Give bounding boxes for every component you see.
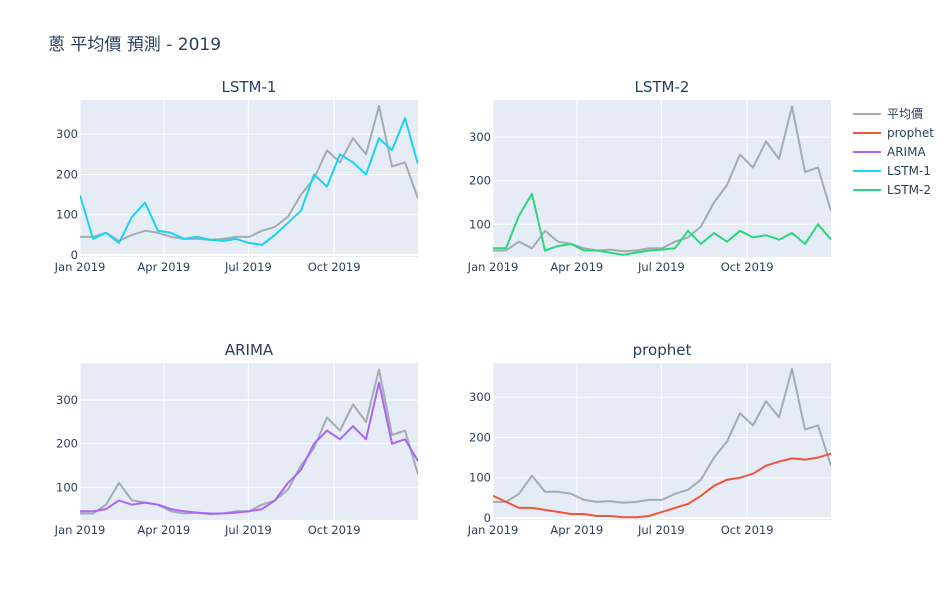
series-line-LSTM-1 — [80, 117, 418, 246]
y-tick-label: 100 — [56, 480, 78, 494]
y-tick-label: 300 — [469, 390, 491, 404]
series-line-平均價 — [80, 105, 418, 242]
subplot-title: ARIMA — [225, 341, 274, 359]
y-tick-label: 0 — [484, 511, 491, 525]
x-tick-label: Oct 2019 — [721, 523, 774, 537]
y-tick-label: 200 — [56, 167, 78, 181]
x-tick-label: Apr 2019 — [550, 260, 603, 274]
x-tick-label: Jul 2019 — [637, 523, 685, 537]
subplots: Jan 2019 Apr 2019 Jul 2019 Oct 2019 0 100 200 3… — [54, 78, 831, 537]
x-tick-label: Oct 2019 — [721, 260, 774, 274]
x-tick-label: Apr 2019 — [550, 523, 603, 537]
subplot-prophet: Jan 2019 Apr 2019 Jul 2019 Oct 2019 0 100 200 3… — [467, 341, 831, 537]
y-tick-label: 300 — [469, 130, 491, 144]
y-tick-label: 100 — [56, 208, 78, 222]
y-tick-label: 300 — [56, 127, 78, 141]
series-line-ARIMA — [80, 381, 418, 515]
x-tick-label: Oct 2019 — [308, 260, 361, 274]
plot-area — [493, 100, 831, 257]
legend-label: ARIMA — [887, 145, 926, 159]
legend-label: LSTM-2 — [887, 183, 931, 197]
legend-item[interactable]: LSTM-2 — [853, 183, 931, 197]
x-tick-label: Jul 2019 — [224, 260, 272, 274]
plot-area — [80, 363, 418, 520]
subplot-title: prophet — [633, 341, 692, 359]
x-tick-label: Jan 2019 — [467, 523, 519, 537]
x-tick-label: Apr 2019 — [137, 260, 190, 274]
plot-area — [493, 363, 831, 520]
series-line-prophet — [493, 452, 831, 519]
x-tick-label: Jul 2019 — [224, 523, 272, 537]
y-tick-label: 100 — [469, 471, 491, 485]
subplot-lstm-2: Jan 2019 Apr 2019 Jul 2019 Oct 2019 100 200 30… — [467, 78, 831, 274]
subplot-title: LSTM-1 — [222, 78, 277, 96]
subplot-arima: Jan 2019 Apr 2019 Jul 2019 Oct 2019 100 200 30… — [54, 341, 418, 537]
legend: 平均價 prophet ARIMA LSTM-1 LSTM-2 — [853, 107, 934, 197]
x-tick-label: Jul 2019 — [637, 260, 685, 274]
legend-label: LSTM-1 — [887, 164, 931, 178]
y-tick-label: 100 — [469, 217, 491, 231]
series-line-LSTM-2 — [493, 192, 831, 256]
x-tick-label: Oct 2019 — [308, 523, 361, 537]
x-tick-label: Apr 2019 — [137, 523, 190, 537]
x-tick-label: Jan 2019 — [54, 523, 106, 537]
plot-area — [80, 100, 418, 257]
subplot-lstm-1: Jan 2019 Apr 2019 Jul 2019 Oct 2019 0 100 200 3… — [54, 78, 418, 274]
legend-item[interactable]: LSTM-1 — [853, 164, 931, 178]
subplot-title: LSTM-2 — [635, 78, 690, 96]
legend-label: 平均價 — [887, 107, 923, 121]
y-tick-label: 0 — [71, 248, 78, 262]
y-tick-label: 200 — [469, 174, 491, 188]
x-tick-label: Jan 2019 — [467, 260, 519, 274]
x-tick-label: Jan 2019 — [54, 260, 106, 274]
legend-item[interactable]: prophet — [853, 126, 934, 140]
legend-item[interactable]: ARIMA — [853, 145, 926, 159]
series-line-平均價 — [493, 105, 831, 253]
legend-label: prophet — [887, 126, 934, 140]
y-tick-label: 300 — [56, 393, 78, 407]
y-tick-label: 200 — [56, 437, 78, 451]
chart-title: 蔥 平均價 預測 - 2019 — [48, 35, 221, 55]
y-tick-label: 200 — [469, 430, 491, 444]
legend-item[interactable]: 平均價 — [853, 107, 923, 121]
series-line-平均價 — [493, 368, 831, 504]
